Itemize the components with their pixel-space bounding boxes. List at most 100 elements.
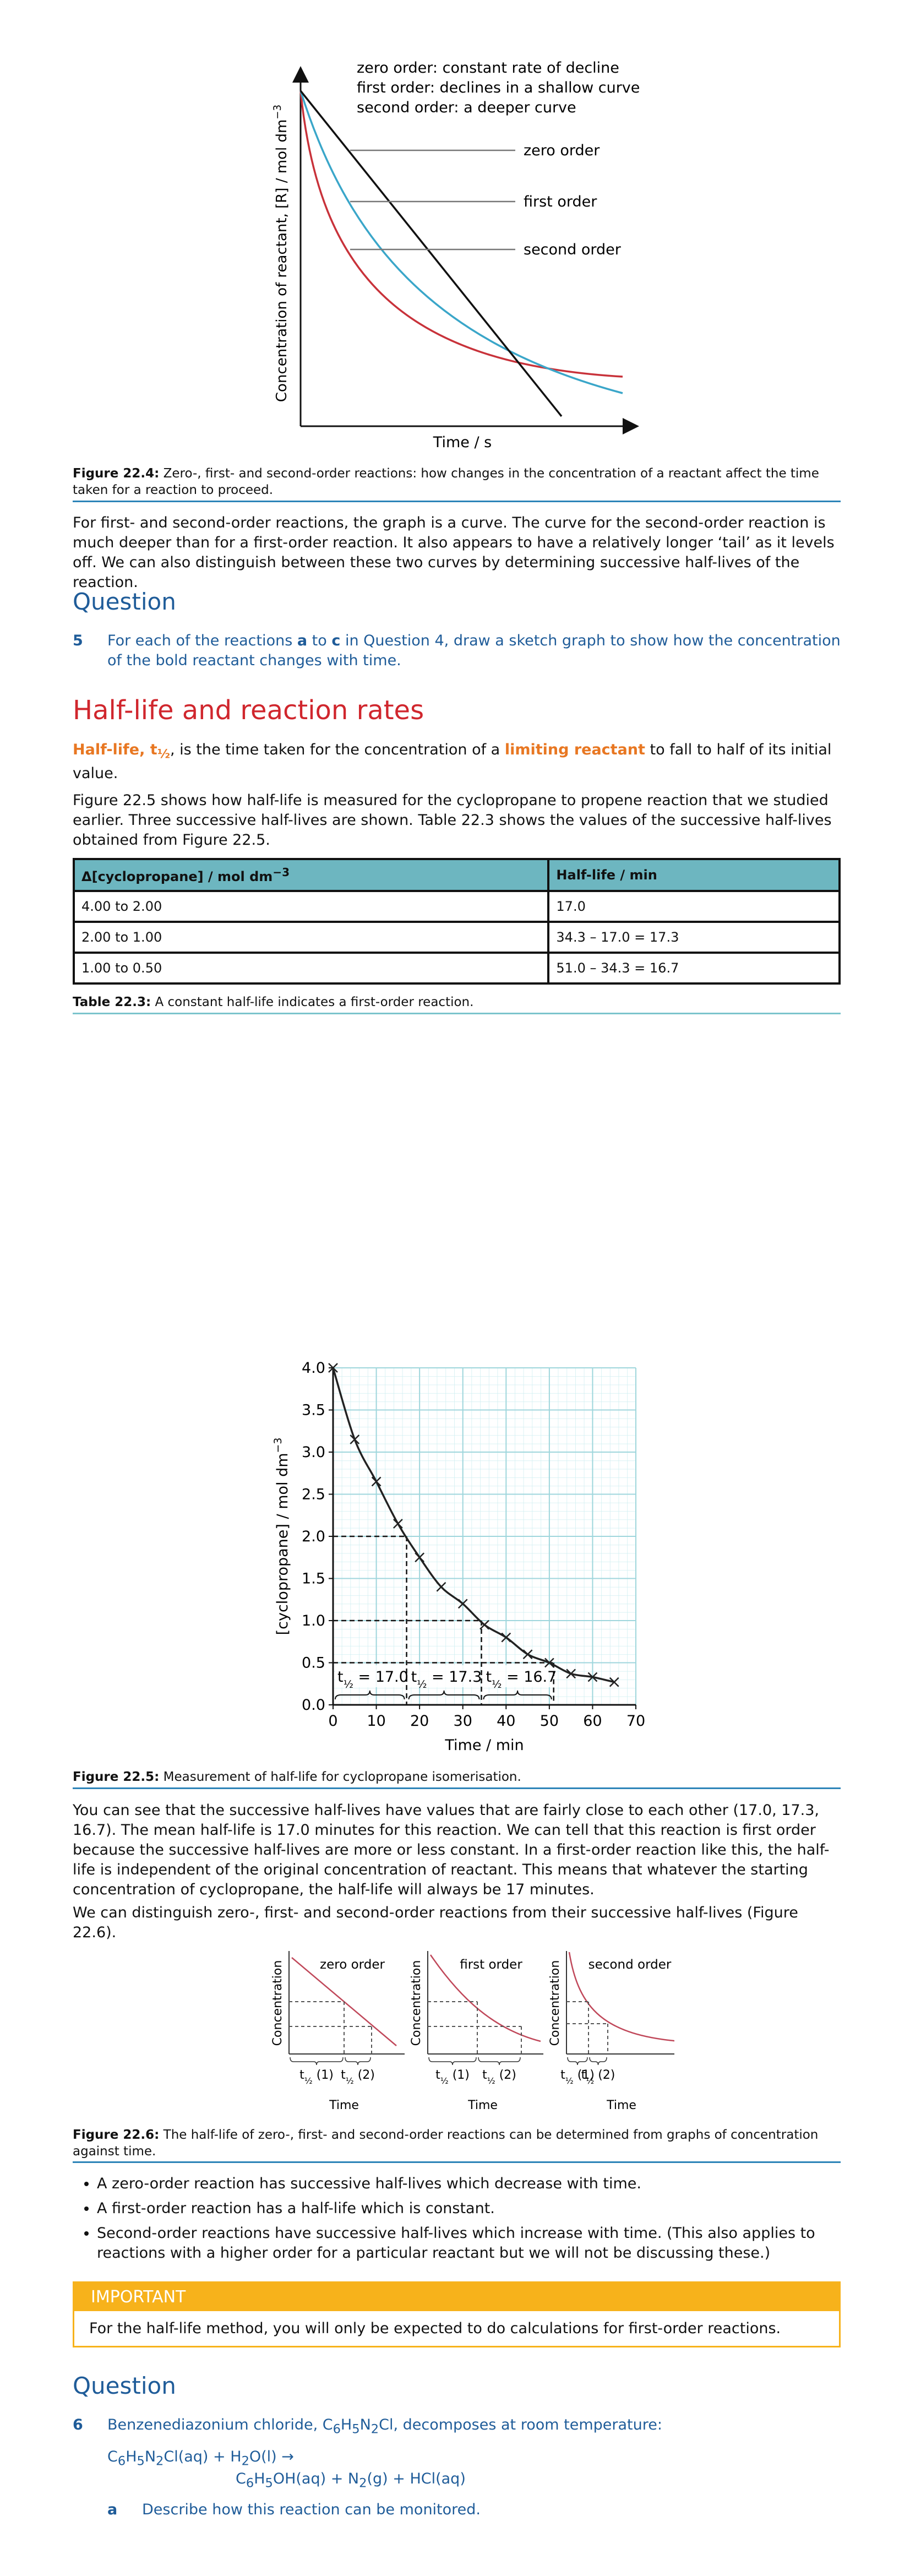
table-cell: 34.3 – 17.0 = 17.3 bbox=[547, 921, 841, 954]
figure-22-6: t½ (1) t½ (2)zero orderConcentrationTimet… bbox=[271, 1951, 674, 2112]
y-axis-label: Concentration of reactant, [R] / mol dm−… bbox=[272, 105, 291, 402]
subscript: ½ bbox=[487, 2076, 495, 2086]
half-life-label: t½ (1) bbox=[560, 2068, 595, 2086]
rule bbox=[73, 1787, 841, 1789]
header-row: Δ[cyclopropane] / mol dm−3 Half-life / m… bbox=[72, 858, 841, 892]
curve-label: first order bbox=[524, 193, 597, 210]
x-tick-label: 60 bbox=[583, 1713, 602, 1730]
y-tick-label: 1.5 bbox=[302, 1570, 325, 1588]
x-tick-label: 30 bbox=[454, 1713, 472, 1730]
subscript: 5 bbox=[265, 2476, 273, 2491]
text: For each of the reactions bbox=[107, 632, 297, 649]
data-table: Δ[cyclopropane] / mol dm−3 Half-life / m… bbox=[72, 858, 841, 985]
supscript: −3 bbox=[272, 1438, 284, 1453]
data-point bbox=[501, 1632, 511, 1643]
curve-label: zero order bbox=[524, 142, 600, 159]
subscript: ½ bbox=[344, 1678, 353, 1691]
x-axis-label: Time bbox=[606, 2099, 636, 2112]
data-point bbox=[350, 1434, 360, 1444]
text-part: = 17.0 bbox=[353, 1669, 408, 1686]
caption-text: The half-life of zero-, first- and secon… bbox=[73, 2128, 819, 2159]
text-part: t bbox=[482, 2068, 487, 2082]
subscript: 2 bbox=[359, 2476, 367, 2491]
text-part: (1) bbox=[449, 2068, 470, 2082]
subscript: ½ bbox=[565, 2076, 574, 2086]
header-cell: Δ[cyclopropane] / mol dm−3 bbox=[72, 858, 550, 892]
x-tick-label: 40 bbox=[497, 1713, 515, 1730]
subscript: ½ bbox=[157, 747, 170, 762]
paragraph: For first- and second-order reactions, t… bbox=[73, 514, 835, 591]
text-part: OH(aq) + N bbox=[273, 2470, 359, 2487]
caption-text: Measurement of half-life for cyclopropan… bbox=[159, 1770, 521, 1784]
panel-title: zero order bbox=[320, 1958, 385, 1972]
y-axis-label: Concentration bbox=[410, 1960, 423, 2046]
text-part: (2) bbox=[354, 2068, 375, 2082]
y-tick-label: 0.5 bbox=[302, 1655, 325, 1672]
subscript: ½ bbox=[346, 2076, 354, 2086]
y-tick-label: 2.0 bbox=[302, 1528, 325, 1545]
text-part: N bbox=[359, 2416, 371, 2433]
brace bbox=[567, 2057, 588, 2066]
question-number: 6 bbox=[73, 2416, 83, 2433]
text: to fall to half of its initial value. bbox=[73, 741, 832, 782]
figure-caption: Figure 22.4: Zero-, first- and second-or… bbox=[73, 465, 841, 498]
data-point bbox=[371, 1476, 382, 1487]
x-tick-label: 0 bbox=[328, 1713, 337, 1730]
table-cell: 2.00 to 1.00 bbox=[72, 921, 550, 954]
y-axis-label: Concentration bbox=[548, 1960, 562, 2046]
bold-text: c bbox=[331, 632, 341, 649]
text: to bbox=[307, 632, 332, 649]
subscript: ½ bbox=[492, 1678, 502, 1691]
data-point bbox=[544, 1657, 554, 1668]
x-axis-label: Time / s bbox=[433, 434, 492, 451]
x-tick-label: 20 bbox=[410, 1713, 429, 1730]
data-point bbox=[479, 1619, 489, 1630]
question-number: 5 bbox=[73, 632, 83, 649]
definition: Half-life, t½, is the time taken for the… bbox=[73, 740, 841, 784]
x-axis-label: Time / min bbox=[444, 1737, 524, 1754]
table-body: 4.00 to 2.00 17.0 2.00 to 1.00 34.3 – 17.0 … bbox=[72, 890, 841, 985]
text-part: Concentration of reactant, [R] / mol dm bbox=[274, 119, 290, 402]
paragraph: We can distinguish zero-, first- and sec… bbox=[73, 1904, 798, 1941]
important-box: IMPORTANT For the half-life method, you … bbox=[73, 2281, 841, 2347]
caption-label: Figure 22.4: bbox=[73, 466, 160, 481]
figure-caption: Figure 22.5: Measurement of half-life fo… bbox=[73, 1769, 841, 1785]
half-life-label: t½ (2) bbox=[482, 2068, 516, 2086]
x-axis-label: Time bbox=[329, 2099, 359, 2112]
curve bbox=[568, 1952, 674, 2042]
question-heading: Question bbox=[73, 588, 176, 615]
text-part: t bbox=[341, 2068, 346, 2082]
brace bbox=[408, 1690, 480, 1700]
bullet-list: A zero-order reaction has successive hal… bbox=[73, 2174, 841, 2263]
data-point bbox=[457, 1599, 468, 1609]
important-title: IMPORTANT bbox=[74, 2283, 839, 2311]
brace bbox=[428, 2057, 477, 2066]
bullet: A first-order reaction has a half-life w… bbox=[97, 2199, 841, 2219]
caption-text: Zero-, first- and second-order reactions… bbox=[73, 466, 819, 497]
y-tick-label: 0.0 bbox=[302, 1697, 325, 1714]
text: in Question 4, draw a sketch graph to sh… bbox=[107, 632, 841, 669]
supscript: −3 bbox=[273, 866, 290, 879]
text: , is the time taken for the concentratio… bbox=[170, 741, 505, 758]
term: Half-life, t½ bbox=[73, 741, 170, 762]
half-life-label: t½ = 17.3 bbox=[411, 1669, 482, 1691]
bullet-list-wrap: A zero-order reaction has successive hal… bbox=[73, 2174, 841, 2268]
brace bbox=[478, 2057, 521, 2066]
data-point bbox=[609, 1677, 619, 1687]
text-part: t bbox=[560, 2068, 565, 2082]
figure-22-4: zero order: constant rate of decline fir… bbox=[272, 59, 640, 451]
question-text: Benzenediazonium chloride, C6H5N2Cl, dec… bbox=[107, 2415, 841, 2439]
text-part: H bbox=[126, 2448, 137, 2465]
half-life-label: t½ (2) bbox=[341, 2068, 375, 2086]
panel-title: first order bbox=[460, 1958, 522, 1972]
text-part: Cl(aq) + H bbox=[164, 2448, 242, 2465]
half-life-label: t½ (1) bbox=[299, 2068, 334, 2086]
x-axis-label: Time bbox=[467, 2099, 498, 2112]
text-part: t bbox=[299, 2068, 304, 2082]
part-text: Describe how this reaction can be monito… bbox=[142, 2501, 481, 2518]
equation-line: C6H5OH(aq) + N2(g) + HCl(aq) bbox=[236, 2469, 786, 2493]
data-point bbox=[328, 1363, 338, 1373]
text-part: (1) bbox=[574, 2068, 595, 2082]
question-text: For each of the reactions a to c in Ques… bbox=[107, 631, 841, 671]
half-life-label: t½ = 17.0 bbox=[337, 1669, 408, 1691]
